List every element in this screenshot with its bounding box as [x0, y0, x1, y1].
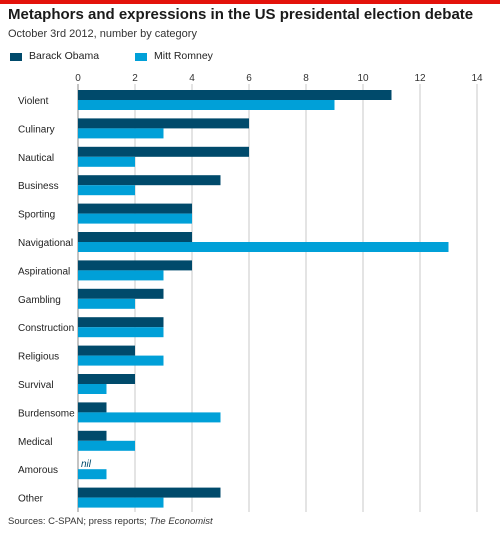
- bar-romney: [78, 156, 135, 167]
- x-tick-label: 14: [471, 73, 483, 84]
- x-tick-label: 6: [246, 73, 252, 84]
- bar-obama: [78, 175, 221, 186]
- bar-romney: [78, 497, 164, 508]
- x-tick-label: 10: [357, 73, 369, 84]
- bar-romney: [78, 412, 221, 423]
- bar-obama: [78, 118, 249, 129]
- chart-title: Metaphors and expressions in the US pres…: [8, 6, 474, 23]
- bar-obama: [78, 487, 221, 498]
- bar-romney: [78, 100, 335, 110]
- category-label: Survival: [18, 380, 54, 391]
- category-label: Sporting: [18, 210, 55, 221]
- bar-obama: [78, 288, 164, 299]
- category-label: Aspirational: [18, 266, 70, 277]
- bar-romney: [78, 440, 135, 451]
- bar-obama: [78, 374, 135, 384]
- category-label: Business: [18, 181, 59, 192]
- x-tick-label: 0: [75, 73, 81, 84]
- bar-romney: [78, 384, 107, 394]
- x-tick-label: 12: [414, 73, 426, 84]
- bar-obama: [78, 203, 192, 214]
- bar-obama: [78, 146, 249, 157]
- annotation-label: nil: [81, 459, 92, 470]
- source-publication: The Economist: [149, 516, 213, 527]
- bar-romney: [78, 355, 164, 366]
- bar-romney: [78, 128, 164, 139]
- source-note: Sources: C-SPAN; press reports; The Econ…: [8, 516, 213, 527]
- bar-romney: [78, 327, 164, 338]
- category-label: Nautical: [18, 153, 54, 164]
- x-tick-label: 8: [303, 73, 309, 84]
- bar-romney: [78, 242, 449, 252]
- bar-romney: [78, 185, 135, 196]
- category-label: Construction: [18, 323, 74, 334]
- bar-obama: [78, 260, 192, 271]
- bar-romney: [78, 298, 135, 309]
- bar-obama: [78, 430, 107, 441]
- bar-obama: [78, 232, 192, 242]
- source-prefix: Sources: C-SPAN; press reports;: [8, 516, 150, 527]
- top-rule: [0, 0, 500, 4]
- category-label: Medical: [18, 437, 52, 448]
- legend-swatch-romney: [135, 53, 147, 61]
- bar-romney: [78, 270, 164, 281]
- category-label: Other: [18, 494, 44, 505]
- category-label: Religious: [18, 352, 59, 363]
- chart-subtitle: October 3rd 2012, number by category: [8, 28, 197, 40]
- category-label: Navigational: [18, 238, 73, 249]
- legend-swatch-obama: [10, 53, 22, 61]
- bar-obama: [78, 90, 392, 100]
- legend-label-obama: Barack Obama: [29, 50, 100, 62]
- bar-romney: [78, 213, 192, 224]
- legend-label-romney: Mitt Romney: [154, 50, 213, 62]
- category-label: Culinary: [18, 124, 55, 135]
- x-tick-label: 4: [189, 73, 195, 84]
- bar-obama: [78, 345, 135, 356]
- x-tick-label: 2: [132, 73, 138, 84]
- category-label: Amorous: [18, 465, 58, 476]
- category-label: Violent: [18, 96, 49, 107]
- bar-obama: [78, 402, 107, 413]
- category-label: Burdensome: [18, 408, 75, 419]
- category-label: Gambling: [18, 295, 61, 306]
- bar-romney: [78, 469, 107, 480]
- bar-obama: [78, 317, 164, 328]
